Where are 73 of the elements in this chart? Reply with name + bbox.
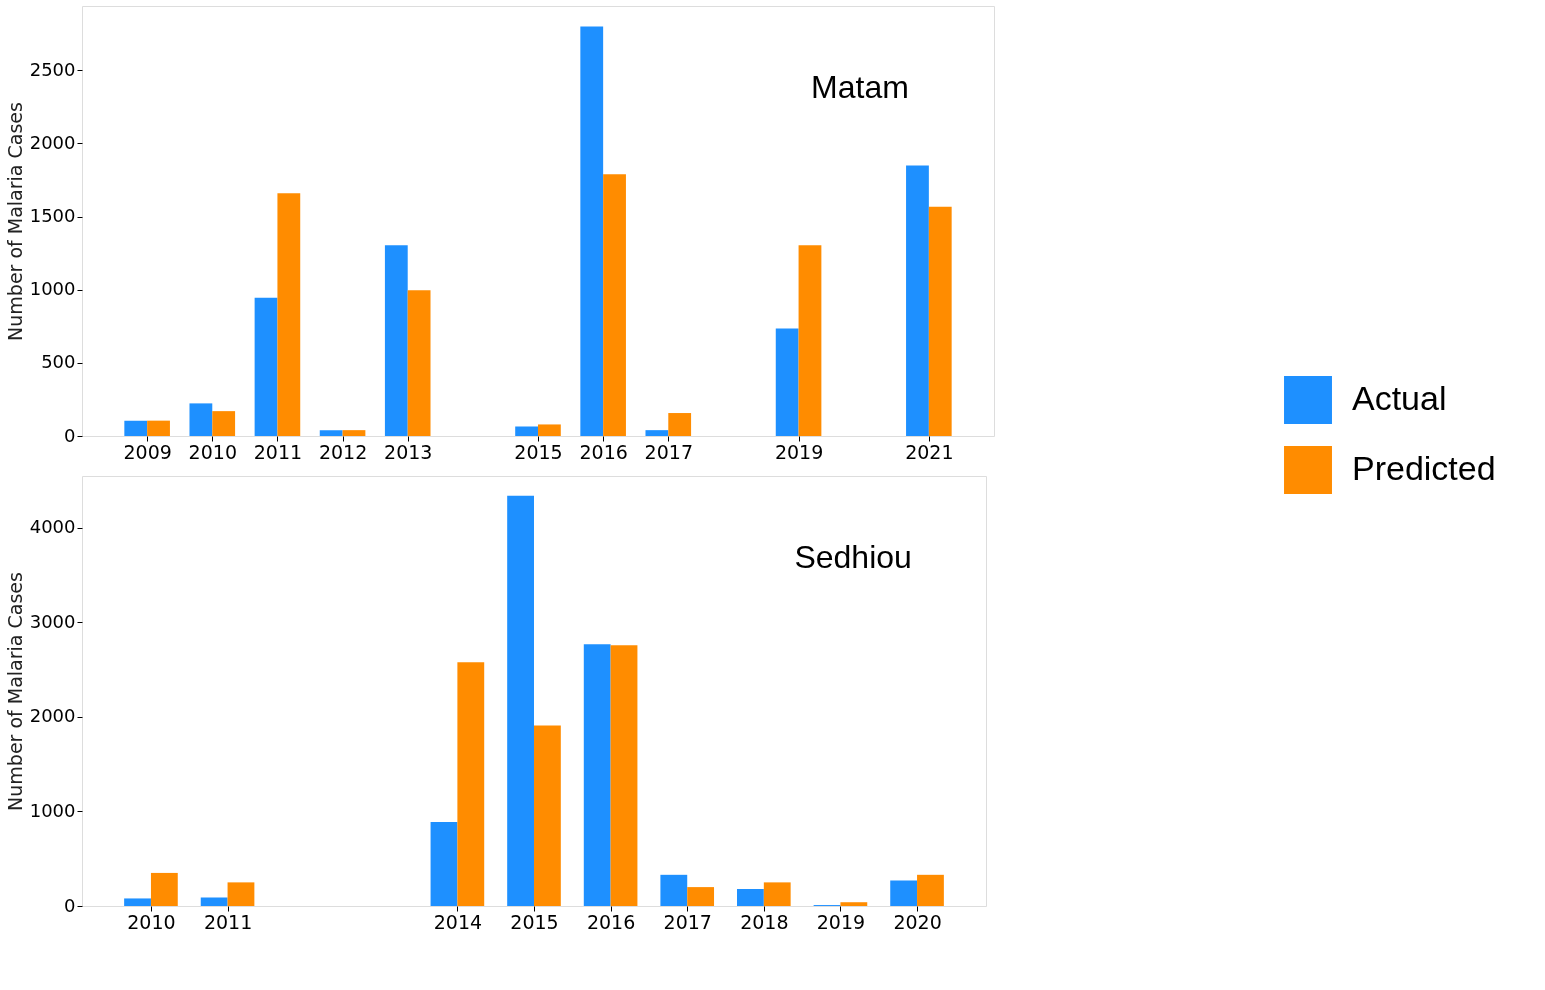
bar [124, 898, 151, 906]
x-tick-label: 2016 [586, 910, 636, 933]
y-axis-title: Number of Malaria Cases [3, 102, 26, 341]
bar [906, 165, 929, 436]
bar [147, 420, 170, 436]
bar [515, 426, 538, 436]
bar [580, 26, 604, 436]
bar [538, 424, 561, 436]
x-tick-label: 2020 [893, 910, 942, 933]
y-tick-label: 2000 [29, 705, 76, 727]
bar [124, 420, 148, 436]
x-tick-label: 2010 [127, 910, 176, 933]
x-tick-label: 2021 [905, 440, 954, 463]
y-tick-label: 2000 [29, 131, 76, 153]
x-tick-label: 2017 [644, 440, 693, 463]
x-tick-label: 2009 [123, 440, 172, 463]
bar [668, 413, 692, 436]
x-tick-label: 2011 [253, 440, 303, 463]
bar [737, 888, 764, 906]
bar [384, 245, 408, 436]
legend-label: Predicted [1352, 449, 1496, 487]
y-tick-label: 1000 [29, 278, 76, 300]
text: Sedhiou [794, 538, 912, 575]
bar [928, 206, 952, 436]
x-tick-label: 2014 [433, 910, 483, 933]
bar [687, 887, 715, 906]
bar [507, 495, 534, 906]
bar [763, 882, 791, 906]
x-tick-label: 2018 [740, 910, 789, 933]
bar [917, 874, 944, 906]
x-tick-label: 2015 [510, 910, 559, 933]
x-tick-label: 2019 [816, 910, 866, 933]
legend-label: Actual [1352, 379, 1447, 417]
bar [430, 821, 458, 906]
x-tick-label: 2011 [203, 910, 253, 933]
text: Matam [811, 68, 909, 105]
bar [227, 882, 255, 906]
x-tick-label: 2017 [663, 910, 712, 933]
bar [798, 245, 822, 436]
x-tick-label: 2010 [188, 440, 237, 463]
bar [319, 430, 343, 436]
y-tick-label: 500 [41, 351, 76, 373]
bar [150, 872, 178, 906]
bar [277, 193, 301, 436]
bar [583, 644, 611, 906]
y-tick-label: 0 [64, 424, 76, 446]
x-tick-label: 2016 [579, 440, 628, 463]
bar [254, 297, 278, 436]
bar [457, 662, 485, 906]
bar [660, 874, 688, 906]
y-tick-label: 1500 [29, 205, 76, 227]
x-tick-label: 2012 [318, 440, 368, 463]
x-tick-label: 2019 [774, 440, 824, 463]
y-tick-label: 3000 [29, 610, 76, 632]
x-tick-label: 2015 [514, 440, 563, 463]
bar [342, 430, 366, 436]
y-tick-label: 0 [64, 894, 76, 916]
bar [603, 174, 626, 436]
bar [407, 290, 431, 436]
bar [645, 430, 669, 436]
bar [212, 411, 236, 436]
bar [189, 403, 213, 436]
y-tick-label: 1000 [29, 799, 76, 821]
bar [610, 645, 638, 906]
bar [534, 725, 561, 906]
y-axis-title: Number of Malaria Cases [3, 572, 26, 811]
y-tick-label: 4000 [29, 516, 76, 538]
y-tick-label: 2500 [29, 58, 76, 80]
bar [775, 328, 799, 436]
x-tick-label: 2013 [384, 440, 433, 463]
bar [200, 897, 228, 906]
bar [890, 880, 918, 906]
bar [840, 902, 868, 906]
